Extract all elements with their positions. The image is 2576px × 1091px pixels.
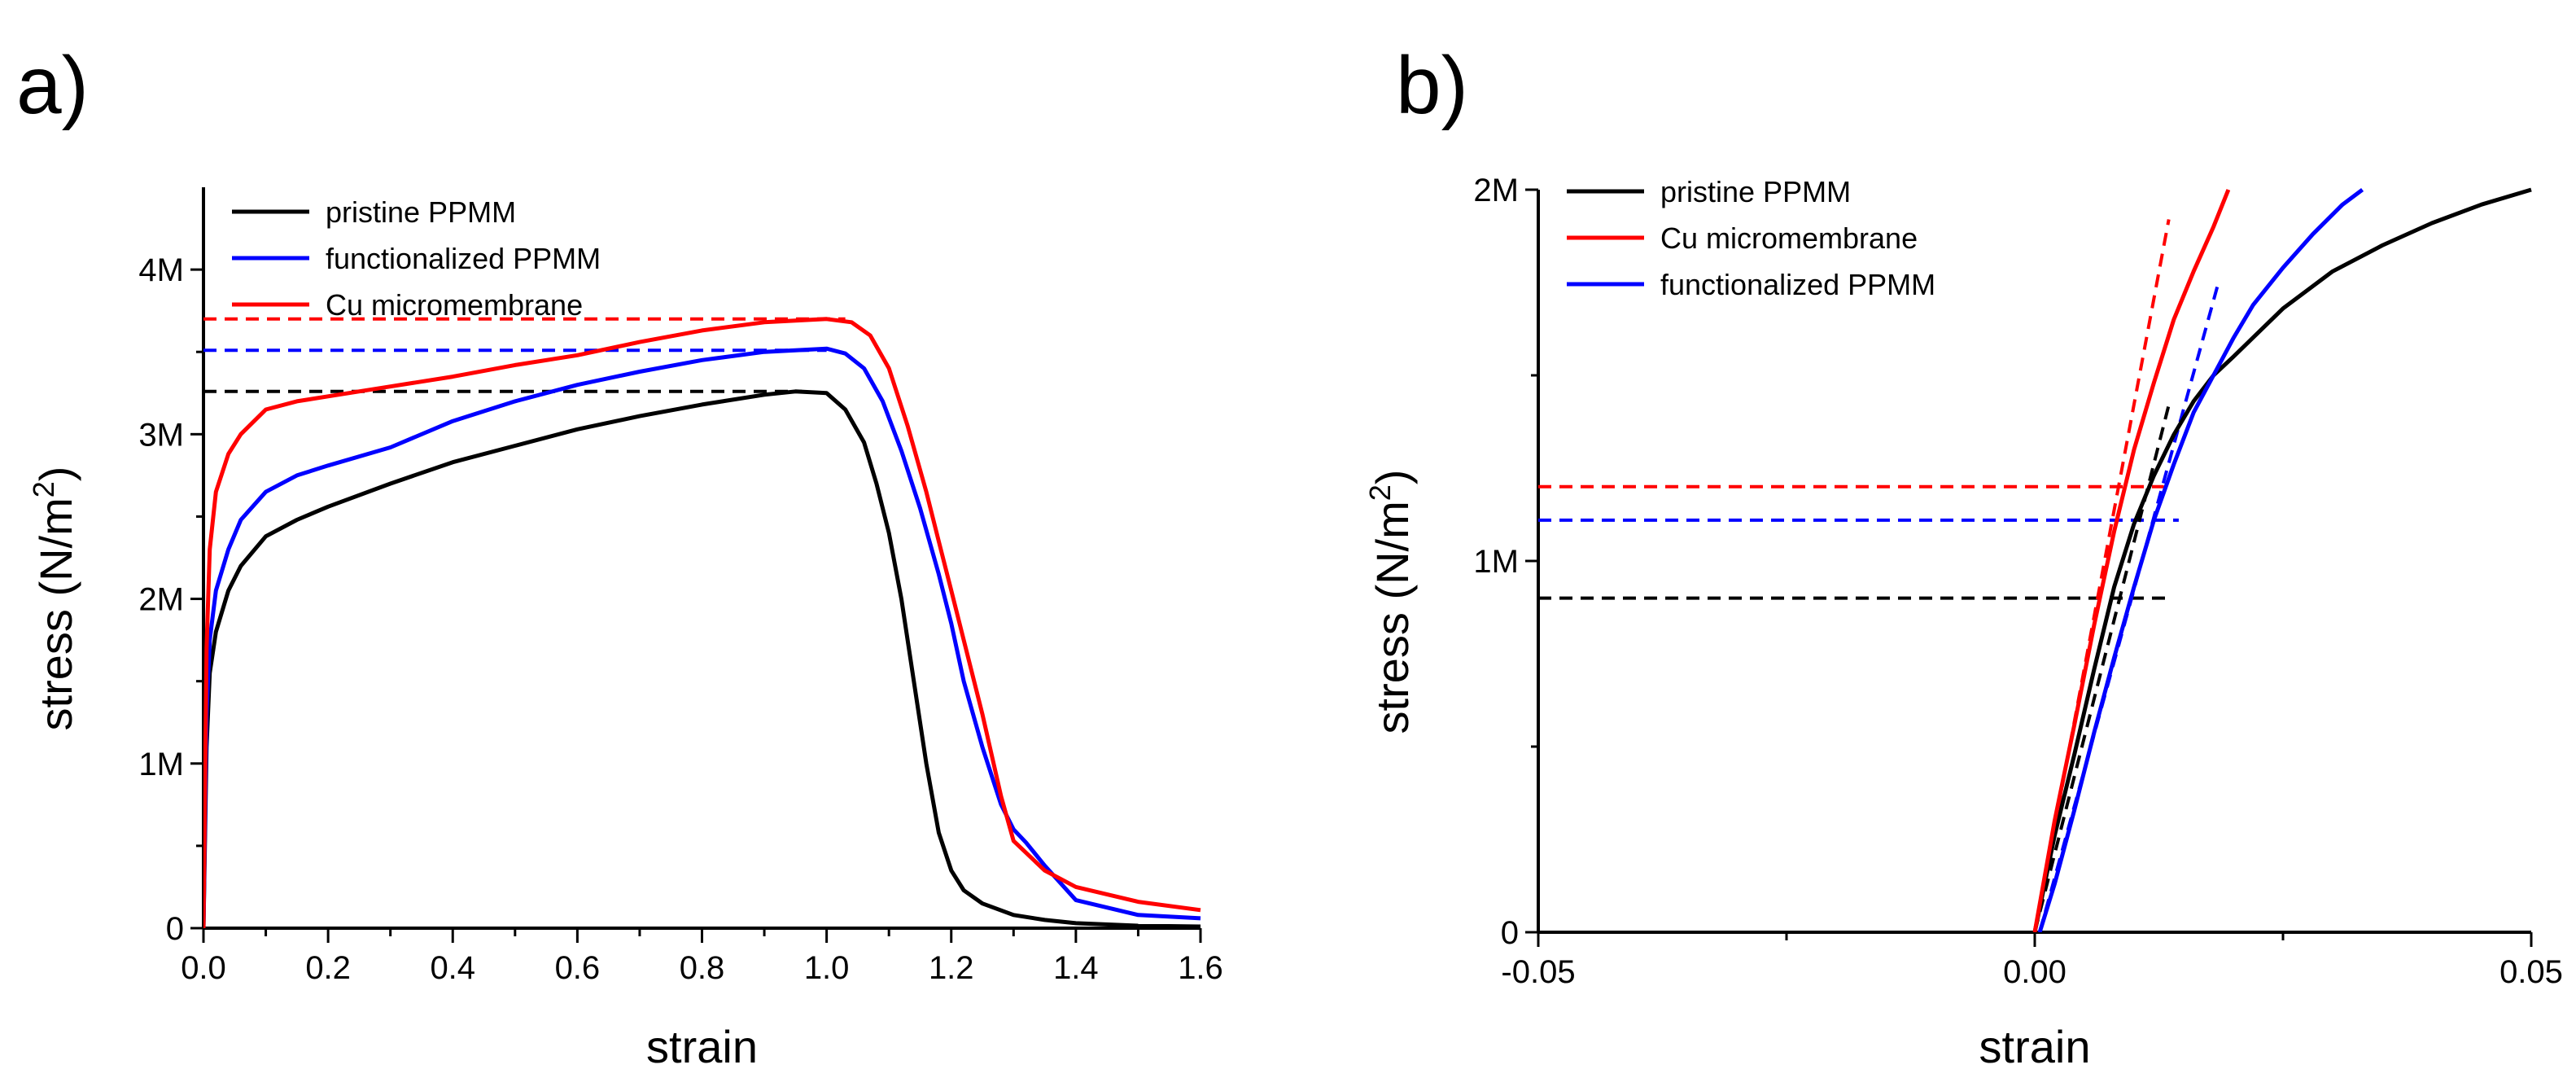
y-tick-label: 2M: [1473, 173, 1519, 208]
chart-b: -0.05 0.00 0.05 0 1M 2M strain stress (N/m2) pri…: [1363, 173, 2563, 1072]
x-tick-label: 1.6: [1178, 950, 1223, 986]
series-line: [203, 389, 1201, 928]
y-tick-label: 0: [166, 911, 184, 947]
panel-label-a: a): [16, 40, 89, 131]
x-tick-label: 0.4: [430, 950, 475, 986]
y-tick-label: 2M: [138, 582, 184, 618]
x-tick-label: 0.2: [305, 950, 351, 986]
reference-dashed-line: [2033, 219, 2171, 932]
y-tick-label: 4M: [138, 252, 184, 288]
legend-label: pristine PPMM: [1660, 175, 1851, 208]
x-tick-label: 0.6: [555, 950, 601, 986]
plot-area: [1538, 187, 2532, 932]
series-line: [2037, 187, 2364, 932]
series-line: [203, 317, 1201, 928]
legend-label: functionalized PPMM: [326, 242, 601, 275]
y-tick-label: 1M: [138, 747, 184, 782]
x-tick-label: 1.4: [1053, 950, 1099, 986]
x-axis-label: strain: [646, 1021, 758, 1072]
x-axis-label: strain: [1979, 1021, 2091, 1072]
x-tick-label: 0.0: [181, 950, 226, 986]
plot-area: [203, 317, 1201, 928]
x-tick-label: 0.05: [2499, 954, 2563, 990]
x-tick-label: 1.0: [804, 950, 850, 986]
y-axis-label: stress (N/m2): [27, 467, 81, 731]
series-line: [2032, 187, 2532, 932]
y-axis-label: stress (N/m2): [1363, 470, 1418, 734]
x-tick-label: 0.00: [2003, 954, 2066, 990]
legend-label: Cu micromembrane: [1660, 221, 1918, 255]
x-tick-label: -0.05: [1501, 954, 1575, 990]
x-tick-label: 0.8: [680, 950, 725, 986]
y-tick-label: 1M: [1473, 544, 1519, 580]
legend-label: pristine PPMM: [326, 195, 516, 229]
chart-a: 0.0 0.2 0.4 0.6 0.8 1.0 1.2 1.4 1.6 0 1M 2M 3M 4M stra…: [27, 187, 1223, 1072]
legend-label: functionalized PPMM: [1660, 268, 1935, 301]
legend-label: Cu micromembrane: [326, 288, 583, 322]
x-tick-label: 1.2: [929, 950, 974, 986]
series-line: [203, 346, 1201, 928]
series-line: [2032, 189, 2231, 932]
y-tick-label: 3M: [138, 417, 184, 453]
y-tick-label: 0: [1501, 915, 1519, 951]
panel-label-b: b): [1396, 40, 1468, 131]
